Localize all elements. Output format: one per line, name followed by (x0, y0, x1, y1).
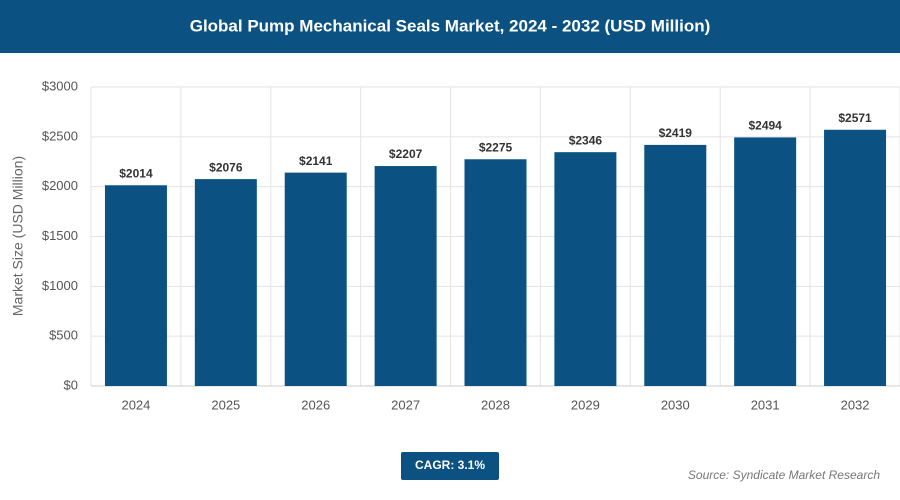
y-tick-label: $2500 (42, 128, 78, 143)
x-tick-label: 2026 (301, 397, 330, 412)
x-tick-label: 2030 (661, 397, 690, 412)
chart-title: Global Pump Mechanical Seals Market, 202… (190, 16, 711, 35)
y-tick-label: $3000 (42, 78, 78, 93)
y-tick-label: $1000 (42, 278, 78, 293)
x-tick-label: 2027 (391, 397, 420, 412)
y-tick-label: $1500 (42, 228, 78, 243)
value-label: $2571 (838, 111, 872, 125)
x-tick-label: 2032 (841, 397, 870, 412)
bar (464, 159, 527, 386)
value-label: $2275 (479, 140, 513, 154)
value-label: $2141 (299, 154, 333, 168)
value-label: $2014 (119, 166, 153, 180)
bar (284, 172, 347, 386)
x-tick-label: 2024 (121, 397, 150, 412)
x-tick-label: 2031 (751, 397, 780, 412)
cagr-label: CAGR: 3.1% (415, 458, 485, 472)
bar (644, 144, 707, 386)
x-tick-label: 2025 (211, 397, 240, 412)
bar (734, 137, 797, 386)
y-tick-label: $500 (49, 328, 78, 343)
y-tick-label: $2000 (42, 178, 78, 193)
bar (554, 152, 617, 386)
bar (824, 129, 887, 386)
value-label: $2494 (748, 119, 782, 133)
bar (104, 185, 167, 386)
value-label: $2346 (569, 133, 603, 147)
x-tick-label: 2028 (481, 397, 510, 412)
title-banner (0, 0, 900, 53)
value-label: $2207 (389, 147, 423, 161)
source-note: Source: Syndicate Market Research (688, 468, 880, 482)
value-label: $2419 (659, 126, 693, 140)
x-tick-label: 2029 (571, 397, 600, 412)
bar (194, 179, 257, 386)
y-axis-label: Market Size (USD Million) (10, 156, 26, 316)
value-label: $2076 (209, 160, 243, 174)
cagr-box (401, 452, 499, 480)
bar (374, 166, 437, 386)
y-tick-label: $0 (64, 377, 78, 392)
